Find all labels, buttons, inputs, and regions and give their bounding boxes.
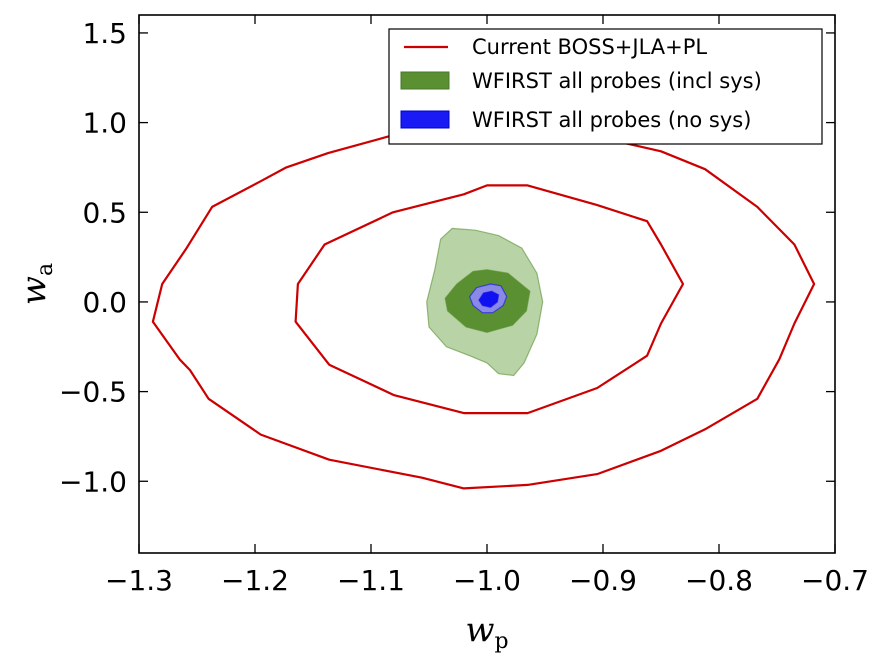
x-tick-label: −1.3 — [105, 564, 173, 597]
contour-current-boss-jla-pl-outer — [151, 108, 816, 490]
legend: Current BOSS+JLA+PL WFIRST all probes (i… — [388, 28, 823, 145]
legend-box — [388, 28, 823, 145]
x-tick-label: −1.0 — [453, 564, 521, 597]
axis-ticks: −1.3 −1.2 −1.1 −1.0 −0.9 −0.8 −0.7 −1.0 −0.5 0.0 0… — [59, 15, 869, 597]
plot-frame — [138, 14, 836, 554]
contour-current-boss-jla-pl-inner — [294, 184, 685, 415]
x-tick-label: −0.9 — [569, 564, 637, 597]
legend-label-wfirst-no-sys: WFIRST all probes (no sys) — [472, 108, 751, 132]
y-axis-label: wa — [14, 263, 58, 305]
legend-label-current: Current BOSS+JLA+PL — [472, 35, 707, 59]
y-tick-label: 0.5 — [82, 196, 127, 229]
legend-label-wfirst-incl-sys: WFIRST all probes (incl sys) — [472, 69, 762, 93]
x-axis-label: wp — [465, 610, 508, 654]
y-tick-label: 1.0 — [82, 107, 127, 140]
y-tick-label: 0.0 — [82, 286, 127, 319]
y-tick-label: 1.5 — [82, 17, 127, 50]
x-tick-label: −1.1 — [337, 564, 405, 597]
legend-swatch-wfirst-incl-sys — [400, 71, 450, 90]
x-tick-label: −1.2 — [221, 564, 289, 597]
plot-area — [151, 108, 816, 490]
x-tick-label: −0.7 — [801, 564, 869, 597]
y-tick-label: −1.0 — [59, 465, 127, 498]
legend-swatch-wfirst-no-sys — [400, 110, 450, 129]
x-tick-label: −0.8 — [685, 564, 753, 597]
contour-wfirst-all-probes-no-sys-inner — [478, 290, 500, 308]
y-tick-label: −0.5 — [59, 376, 127, 409]
